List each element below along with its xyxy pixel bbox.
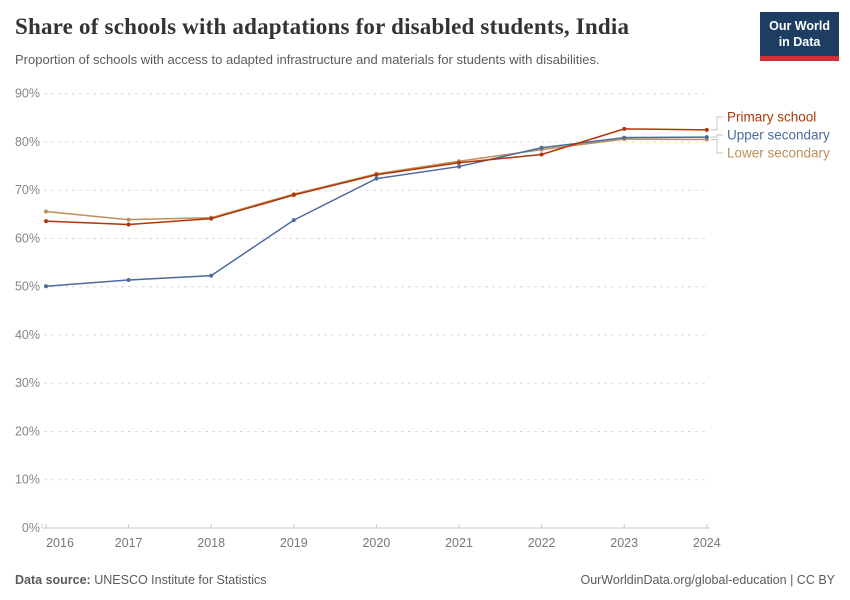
- legend-label-upper-secondary[interactable]: Upper secondary: [727, 128, 830, 143]
- legend-label-primary-school[interactable]: Primary school: [727, 110, 816, 125]
- y-axis-tick-label: 90%: [15, 87, 40, 101]
- data-point-primary-school: [622, 126, 627, 131]
- data-point-primary-school: [374, 172, 379, 177]
- y-axis-tick-label: 20%: [15, 424, 40, 438]
- x-axis-tick-label: 2021: [445, 536, 473, 550]
- data-point-primary-school: [291, 193, 296, 198]
- data-point-primary-school: [44, 219, 48, 224]
- data-point-upper-secondary: [374, 176, 379, 181]
- x-axis-tick-label: 2017: [115, 536, 143, 550]
- owid-logo-line1: Our World: [769, 19, 830, 33]
- data-point-primary-school: [126, 222, 131, 227]
- data-source-value: UNESCO Institute for Statistics: [94, 573, 267, 587]
- data-point-upper-secondary: [44, 284, 48, 289]
- series-line-upper-secondary: [45, 136, 707, 287]
- y-axis-tick-label: 70%: [15, 183, 40, 197]
- data-point-lower-secondary: [126, 217, 131, 222]
- y-axis-tick-label: 80%: [15, 135, 40, 149]
- data-point-primary-school: [704, 127, 709, 132]
- owid-logo-line2: in Data: [778, 35, 821, 50]
- legend-connector: [710, 139, 723, 154]
- y-axis-tick-label: 40%: [15, 328, 40, 342]
- chart-footer: Data source: UNESCO Institute for Statis…: [15, 573, 835, 587]
- data-source: Data source: UNESCO Institute for Statis…: [15, 573, 267, 587]
- y-axis-tick-label: 30%: [15, 376, 40, 390]
- data-point-upper-secondary: [291, 218, 296, 223]
- x-axis-tick-label: 2016: [46, 536, 74, 550]
- y-axis-tick-label: 0%: [22, 521, 40, 535]
- data-point-primary-school: [539, 152, 544, 157]
- y-axis-tick-label: 10%: [15, 473, 40, 487]
- data-point-upper-secondary: [209, 273, 214, 278]
- x-axis-tick-label: 2020: [362, 536, 390, 550]
- x-axis-tick-label: 2022: [528, 536, 556, 550]
- data-point-primary-school: [209, 216, 214, 221]
- data-point-primary-school: [457, 160, 461, 165]
- chart-subtitle: Proportion of schools with access to ada…: [15, 52, 600, 67]
- chart-title: Share of schools with adaptations for di…: [15, 14, 630, 39]
- data-point-upper-secondary: [457, 164, 461, 169]
- x-axis-tick-label: 2023: [610, 536, 638, 550]
- data-point-upper-secondary: [539, 145, 544, 150]
- data-point-upper-secondary: [622, 135, 627, 140]
- data-point-lower-secondary: [44, 209, 48, 214]
- legend-connector: [710, 134, 723, 138]
- y-axis-tick-label: 60%: [15, 231, 40, 245]
- credit-link[interactable]: OurWorldinData.org/global-education | CC…: [580, 573, 835, 587]
- legend-connector: [710, 116, 723, 131]
- x-axis-tick-label: 2019: [280, 536, 308, 550]
- data-point-upper-secondary: [126, 277, 131, 282]
- data-source-label: Data source:: [15, 573, 91, 587]
- x-axis-tick-label: 2024: [693, 536, 721, 550]
- legend-label-lower-secondary[interactable]: Lower secondary: [727, 146, 830, 161]
- y-axis-tick-label: 50%: [15, 280, 40, 294]
- data-point-upper-secondary: [704, 135, 709, 140]
- owid-logo[interactable]: Our World in Data: [760, 12, 839, 61]
- x-axis-tick-label: 2018: [197, 536, 225, 550]
